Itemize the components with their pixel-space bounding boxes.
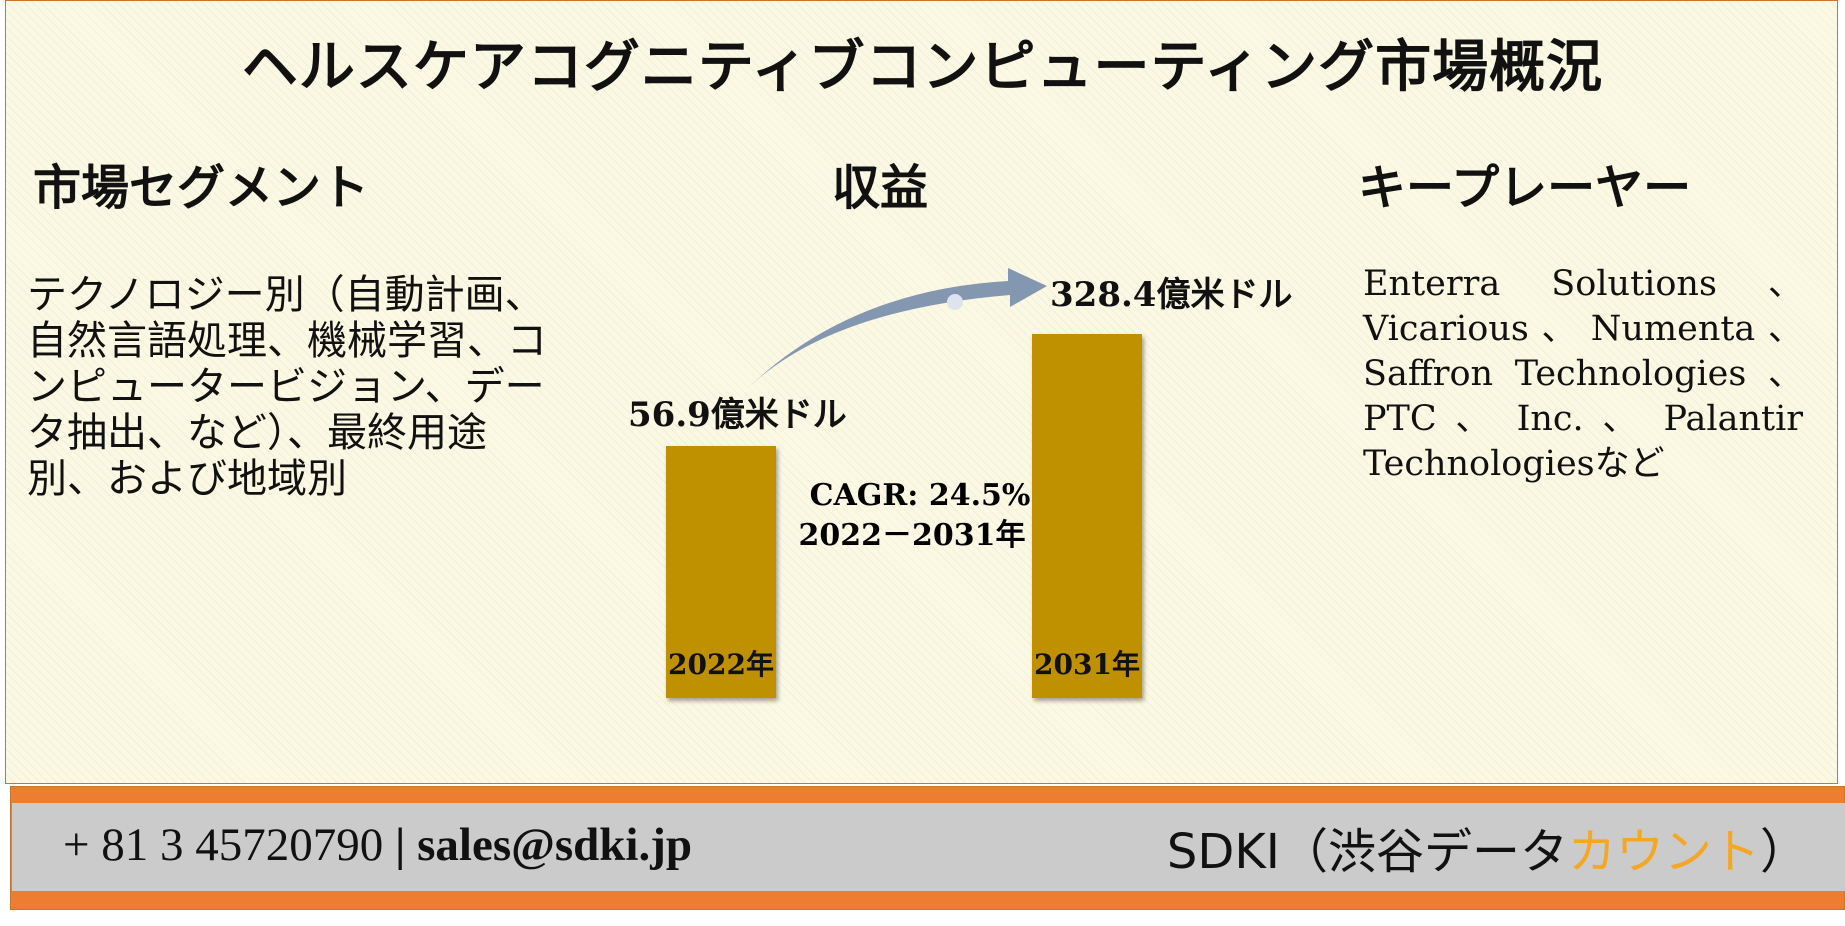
- contact-separator: |: [395, 819, 406, 871]
- overview-panel: [5, 0, 1838, 784]
- cagr-annotation: CAGR: 24.5%: [810, 478, 1031, 513]
- brand-suffix: ）: [1759, 824, 1808, 880]
- value-label: 328.4億米ドル: [1050, 275, 1292, 315]
- contact-info: + 81 3 45720790 | sales@sdki.jp: [63, 818, 692, 872]
- footer-contact-strip: [12, 803, 1845, 891]
- arrow-highlight-dot: [947, 294, 963, 310]
- category-label: 2022年: [668, 648, 774, 681]
- page-title: ヘルスケアコグニティブコンピューティング市場概況: [241, 34, 1604, 100]
- key-players-text: Enterra Solutions 、 Vicarious 、 Numenta …: [1363, 264, 1803, 484]
- cagr-period: 2022－2031年: [799, 518, 1026, 553]
- segments-heading: 市場セグメント: [33, 160, 370, 216]
- brand-prefix: SDKI（渋谷データ: [1166, 824, 1568, 880]
- growth-arrow-icon: [748, 268, 1047, 388]
- bar-2022年: [666, 446, 776, 698]
- revenue-heading: 収益: [832, 160, 929, 216]
- category-label: 2031年: [1034, 648, 1140, 681]
- phone-number[interactable]: + 81 3 45720790: [63, 819, 384, 871]
- email-link[interactable]: sales@sdki.jp: [417, 819, 693, 871]
- bar-2031年: [1032, 334, 1142, 698]
- key-players-heading: キープレーヤー: [1358, 160, 1692, 216]
- brand-name: SDKI（渋谷データカウント）: [1167, 812, 1808, 882]
- brand-accent: カウント: [1567, 824, 1760, 880]
- segments-text: テクノロジー別（自動計画、自然言語処理、機械学習、コンピュータービジョン、データ…: [27, 272, 547, 502]
- value-label: 56.9億米ドル: [628, 395, 847, 435]
